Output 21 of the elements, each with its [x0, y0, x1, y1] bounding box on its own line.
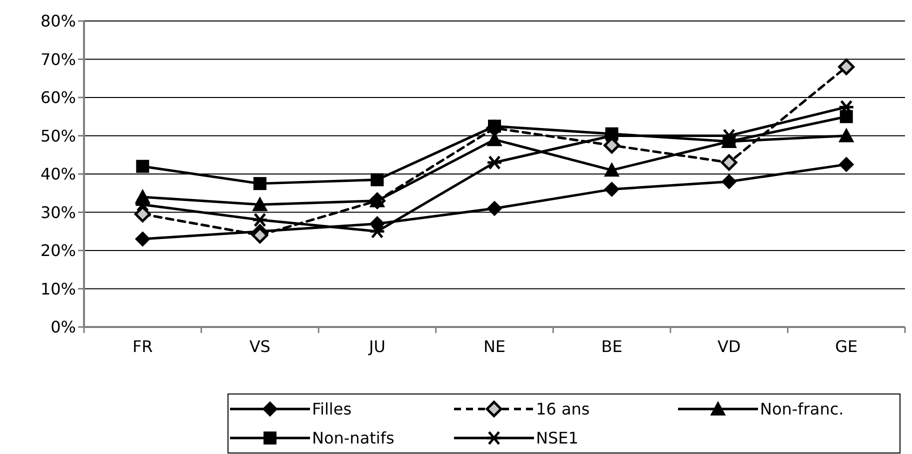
x-tick-label: BE [601, 337, 622, 356]
y-tick-label: 30% [40, 202, 76, 222]
legend-label: Non-natifs [312, 428, 394, 448]
y-tick-label: 20% [40, 241, 76, 260]
x-tick-label: JU [368, 337, 386, 356]
y-tick-label: 80% [40, 12, 76, 31]
y-tick-label: 10% [40, 279, 76, 298]
x-tick-label: FR [132, 337, 153, 356]
x-tick-label: GE [835, 337, 858, 356]
x-tick-label: NE [483, 337, 506, 356]
legend-label: Filles [312, 400, 352, 419]
legend-label: Non-franc. [760, 400, 844, 419]
x-tick-label: VS [249, 337, 270, 356]
y-tick-label: 70% [40, 50, 76, 69]
y-tick-label: 0% [50, 318, 76, 337]
y-tick-label: 60% [40, 88, 76, 108]
legend-label: 16 ans [536, 400, 590, 419]
y-tick-label: 40% [40, 164, 76, 184]
x-tick-label: VD [717, 337, 741, 356]
y-tick-label: 50% [40, 126, 76, 146]
legend-label: NSE1 [536, 428, 578, 448]
